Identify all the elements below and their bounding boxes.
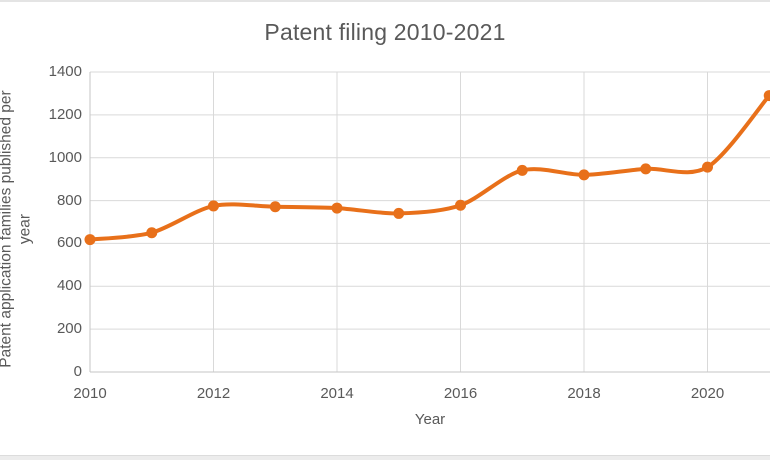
- data-point-marker: [331, 202, 343, 214]
- data-point-marker: [84, 234, 96, 246]
- x-tick-label: 2014: [320, 385, 354, 402]
- window-top-border: [0, 0, 770, 2]
- y-tick-label: 1000: [48, 148, 82, 166]
- y-tick-label: 400: [56, 277, 82, 295]
- data-point-marker: [640, 163, 652, 175]
- y-tick-label: 1400: [48, 63, 82, 80]
- y-tick-label: 600: [56, 234, 82, 252]
- data-point-marker: [146, 227, 158, 239]
- y-tick-label: 0: [73, 363, 82, 380]
- series-line: [88, 93, 770, 242]
- data-point-marker: [763, 90, 770, 102]
- x-tick-label: 2016: [443, 385, 478, 402]
- y-axis-title: Patent application families published pe…: [0, 57, 37, 402]
- y-tick-label: 200: [56, 320, 82, 338]
- data-point-marker: [455, 199, 466, 211]
- x-axis-title: Year: [414, 411, 446, 428]
- data-point-marker: [702, 161, 713, 173]
- x-tick-label: 2020: [690, 385, 725, 402]
- y-tick-label: 1200: [48, 105, 82, 123]
- data-point-marker: [578, 169, 590, 181]
- chart-title: Patent filing 2010-2021: [264, 19, 506, 45]
- y-axis-title-line1: Patent application families published pe…: [0, 90, 15, 368]
- data-point-marker: [269, 201, 281, 213]
- x-tick-label: 2018: [567, 385, 601, 402]
- data-point-marker: [393, 207, 405, 219]
- y-tick-label: 800: [56, 191, 82, 209]
- bottom-bar: [0, 455, 770, 460]
- x-tick-label: 2012: [196, 385, 231, 402]
- data-point-marker: [516, 164, 528, 176]
- data-point-marker: [208, 200, 219, 212]
- x-tick-label: 2010: [73, 385, 107, 402]
- y-axis-title-line2: year: [16, 213, 34, 245]
